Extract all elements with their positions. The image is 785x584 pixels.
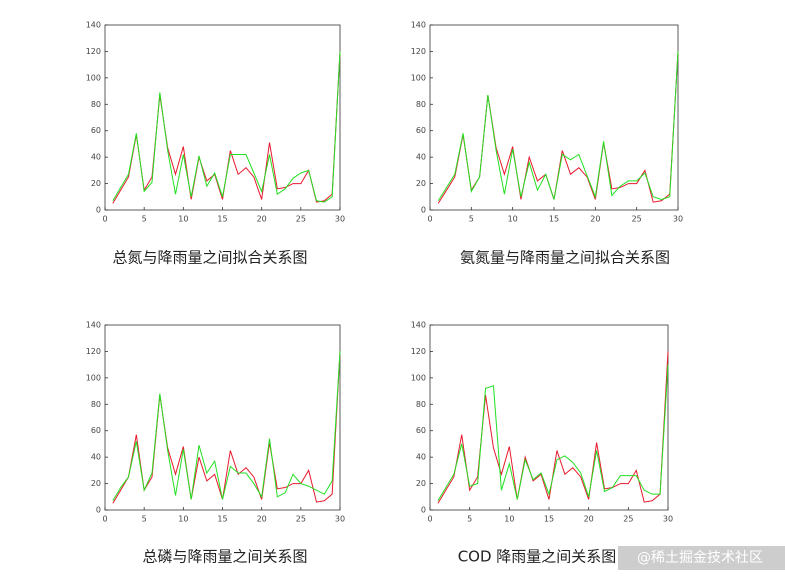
x-tick-label: 10 — [178, 215, 188, 224]
y-tick-label: 80 — [91, 100, 101, 109]
x-tick-label: 30 — [663, 515, 673, 524]
x-tick-label: 0 — [102, 215, 107, 224]
y-tick-label: 60 — [416, 126, 426, 135]
x-tick-label: 5 — [469, 215, 474, 224]
y-tick-label: 120 — [411, 347, 426, 356]
y-tick-label: 120 — [86, 347, 101, 356]
x-tick-label: 15 — [217, 515, 227, 524]
y-tick-label: 120 — [86, 47, 101, 56]
y-tick-label: 140 — [86, 321, 101, 330]
chart-caption: 总氮与降雨量之间拟合关系图 — [112, 249, 307, 267]
y-tick-label: 20 — [91, 179, 101, 188]
x-tick-label: 20 — [257, 215, 267, 224]
x-tick-label: 30 — [335, 515, 345, 524]
y-tick-label: 120 — [411, 47, 426, 56]
y-tick-label: 20 — [91, 479, 101, 488]
x-tick-label: 25 — [296, 215, 306, 224]
x-tick-label: 20 — [590, 215, 600, 224]
y-tick-label: 140 — [86, 21, 101, 30]
y-tick-label: 80 — [416, 400, 426, 409]
y-tick-label: 100 — [86, 373, 101, 382]
x-tick-label: 10 — [504, 515, 514, 524]
y-tick-label: 60 — [91, 126, 101, 135]
y-tick-label: 60 — [91, 426, 101, 435]
axes-box — [104, 324, 341, 511]
y-tick-label: 0 — [421, 206, 426, 215]
y-tick-label: 0 — [421, 506, 426, 515]
x-tick-label: 25 — [632, 215, 642, 224]
x-tick-label: 5 — [142, 215, 147, 224]
x-tick-label: 15 — [544, 515, 554, 524]
x-tick-label: 5 — [467, 515, 472, 524]
axes-box — [429, 324, 669, 511]
y-tick-label: 80 — [416, 100, 426, 109]
series-line — [112, 351, 341, 504]
axes-box — [104, 24, 341, 211]
y-tick-label: 20 — [416, 179, 426, 188]
chart-caption: 氨氮量与降雨量之间拟合关系图 — [460, 249, 670, 267]
y-tick-label: 40 — [416, 153, 426, 162]
y-tick-label: 0 — [96, 506, 101, 515]
x-tick-label: 30 — [335, 215, 345, 224]
x-tick-label: 0 — [102, 515, 107, 524]
series-line — [437, 364, 669, 502]
x-tick-label: 25 — [623, 515, 633, 524]
y-tick-label: 100 — [411, 73, 426, 82]
x-tick-label: 15 — [217, 215, 227, 224]
series-line — [112, 351, 341, 502]
x-tick-label: 20 — [257, 515, 267, 524]
y-tick-label: 100 — [86, 73, 101, 82]
watermark: @稀土掘金技术社区 — [637, 550, 763, 566]
x-tick-label: 10 — [178, 515, 188, 524]
x-tick-label: 10 — [508, 215, 518, 224]
y-tick-label: 60 — [416, 426, 426, 435]
y-tick-label: 0 — [96, 206, 101, 215]
x-tick-label: 0 — [427, 215, 432, 224]
y-tick-label: 100 — [411, 373, 426, 382]
chart-caption: 总磷与降雨量之间关系图 — [142, 548, 307, 566]
x-tick-label: 0 — [427, 515, 432, 524]
series-line — [112, 51, 341, 203]
x-tick-label: 30 — [673, 215, 683, 224]
x-tick-label: 25 — [296, 515, 306, 524]
y-tick-label: 140 — [411, 21, 426, 30]
chart-caption: COD 降雨量之间关系图 — [458, 548, 617, 566]
x-tick-label: 15 — [549, 215, 559, 224]
axes-box — [429, 24, 679, 211]
y-tick-label: 140 — [411, 321, 426, 330]
y-tick-label: 40 — [91, 453, 101, 462]
watermark-bg — [618, 546, 785, 570]
series-line — [437, 51, 679, 202]
y-tick-label: 20 — [416, 479, 426, 488]
x-tick-label: 20 — [584, 515, 594, 524]
x-tick-label: 5 — [142, 515, 147, 524]
y-tick-label: 40 — [416, 453, 426, 462]
y-tick-label: 40 — [91, 153, 101, 162]
y-tick-label: 80 — [91, 400, 101, 409]
